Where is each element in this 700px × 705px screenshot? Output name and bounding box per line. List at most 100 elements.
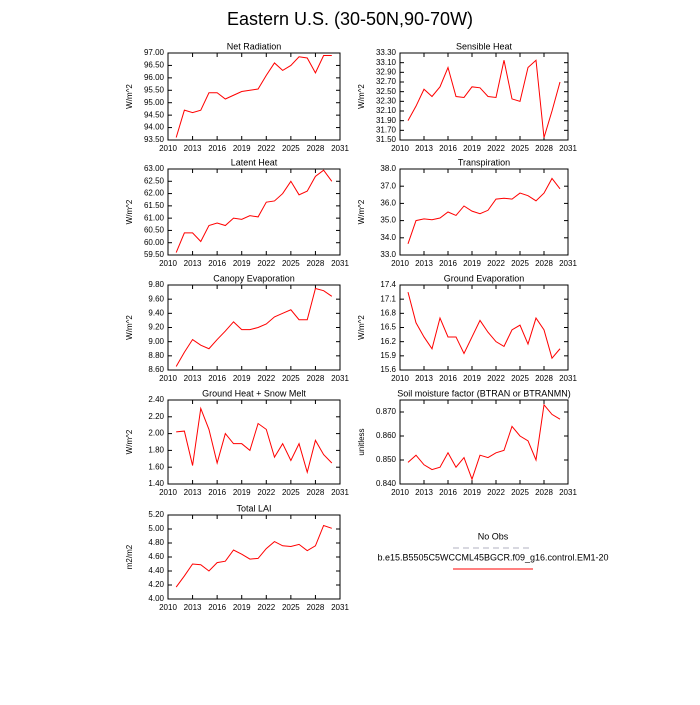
y-tick-label: 97.00 — [144, 48, 165, 57]
plot-frame — [167, 168, 341, 256]
x-tick-label: 2013 — [184, 144, 202, 153]
x-tick-label: 2028 — [307, 144, 325, 153]
x-tick-label: 2019 — [463, 374, 481, 383]
y-tick-label: 4.80 — [148, 538, 164, 547]
x-tick-label: 2019 — [233, 603, 251, 612]
data-line — [175, 287, 333, 367]
data-line — [176, 406, 333, 475]
y-tick-label: 4.40 — [148, 566, 164, 575]
y-tick-label: 17.1 — [380, 294, 396, 303]
y-tick-label: 31.50 — [376, 135, 397, 144]
y-tick-label: 0.840 — [376, 479, 397, 488]
y-tick-label: 95.50 — [144, 85, 165, 94]
plot-frame — [399, 168, 569, 256]
plot-frame — [167, 284, 341, 371]
y-tick-label: 9.60 — [148, 294, 164, 303]
x-tick-label: 2028 — [535, 488, 553, 497]
x-tick-label: 2031 — [331, 374, 349, 383]
y-tick-label: 9.20 — [148, 323, 164, 332]
x-tick-label: 2013 — [184, 603, 202, 612]
x-tick-label: 2025 — [511, 259, 529, 268]
x-tick-label: 2010 — [159, 603, 177, 612]
x-tick-label: 2028 — [307, 259, 325, 268]
y-tick-label: 62.00 — [144, 189, 165, 198]
y-tick-label: 95.00 — [144, 98, 165, 107]
plot-frame — [167, 52, 341, 141]
y-tick-label: 60.00 — [144, 238, 165, 247]
y-tick-label: 61.50 — [144, 201, 165, 210]
x-tick-label: 2019 — [233, 259, 251, 268]
x-tick-label: 2016 — [439, 488, 457, 497]
y-tick-label: 63.00 — [144, 164, 165, 173]
x-tick-label: 2022 — [487, 144, 505, 153]
data-line — [407, 403, 561, 481]
y-axis-label: W/m^2 — [125, 84, 134, 109]
y-tick-label: 0.870 — [376, 407, 397, 416]
x-tick-label: 2016 — [208, 488, 226, 497]
x-tick-label: 2019 — [463, 144, 481, 153]
x-tick-label: 2031 — [331, 603, 349, 612]
x-tick-label: 2025 — [282, 144, 300, 153]
x-tick-label: 2013 — [415, 144, 433, 153]
y-tick-label: 2.40 — [148, 395, 164, 404]
x-tick-label: 2016 — [208, 374, 226, 383]
x-tick-label: 2013 — [415, 488, 433, 497]
x-tick-label: 2016 — [208, 603, 226, 612]
y-tick-label: 1.60 — [148, 462, 164, 471]
x-tick-label: 2019 — [463, 259, 481, 268]
x-tick-label: 2031 — [559, 259, 577, 268]
y-tick-label: 16.2 — [380, 337, 396, 346]
y-tick-label: 0.860 — [376, 431, 397, 440]
x-tick-label: 2028 — [535, 144, 553, 153]
legend-label: b.e15.B5505C5WCCML45BGCR.f09_g16.control… — [377, 552, 608, 562]
panel-title: Net Radiation — [227, 41, 282, 51]
x-tick-label: 2019 — [463, 488, 481, 497]
y-tick-label: 4.60 — [148, 552, 164, 561]
y-tick-label: 32.90 — [376, 67, 397, 76]
y-tick-label: 32.50 — [376, 87, 397, 96]
x-tick-label: 2010 — [159, 488, 177, 497]
x-tick-label: 2010 — [159, 259, 177, 268]
legend-label: No Obs — [478, 531, 509, 541]
x-tick-label: 2016 — [439, 144, 457, 153]
y-tick-label: 2.00 — [148, 429, 164, 438]
x-tick-label: 2022 — [487, 488, 505, 497]
y-tick-label: 8.60 — [148, 365, 164, 374]
x-tick-label: 2016 — [208, 259, 226, 268]
y-axis-label: W/m^2 — [125, 315, 134, 340]
x-tick-label: 2031 — [559, 488, 577, 497]
plot-frame — [167, 399, 341, 485]
panel-title: Latent Heat — [231, 157, 278, 167]
y-tick-label: 32.70 — [376, 77, 397, 86]
x-tick-label: 2019 — [233, 144, 251, 153]
y-tick-label: 1.80 — [148, 446, 164, 455]
y-axis-label: W/m^2 — [125, 429, 134, 454]
y-tick-label: 5.20 — [148, 510, 164, 519]
y-tick-label: 38.0 — [380, 164, 396, 173]
y-tick-label: 1.40 — [148, 479, 164, 488]
x-tick-label: 2013 — [184, 374, 202, 383]
panel-title: Canopy Evaporation — [213, 273, 295, 283]
y-tick-label: 94.50 — [144, 110, 165, 119]
x-tick-label: 2010 — [391, 488, 409, 497]
panel-title: Ground Evaporation — [444, 273, 525, 283]
x-tick-label: 2028 — [307, 374, 325, 383]
data-line — [175, 524, 332, 588]
y-tick-label: 2.20 — [148, 412, 164, 421]
x-tick-label: 2016 — [439, 259, 457, 268]
data-line — [175, 54, 332, 138]
panel-title: Sensible Heat — [456, 41, 513, 51]
x-tick-label: 2016 — [208, 144, 226, 153]
y-tick-label: 16.8 — [380, 308, 396, 317]
y-tick-label: 0.850 — [376, 455, 397, 464]
data-line — [407, 177, 561, 244]
x-tick-label: 2019 — [233, 374, 251, 383]
y-tick-label: 93.50 — [144, 135, 165, 144]
x-tick-label: 2025 — [282, 603, 300, 612]
x-tick-label: 2028 — [535, 374, 553, 383]
x-tick-label: 2028 — [535, 259, 553, 268]
plot-frame — [399, 399, 569, 485]
y-axis-label: W/m^2 — [357, 84, 366, 109]
x-tick-label: 2010 — [159, 144, 177, 153]
y-tick-label: 8.80 — [148, 351, 164, 360]
